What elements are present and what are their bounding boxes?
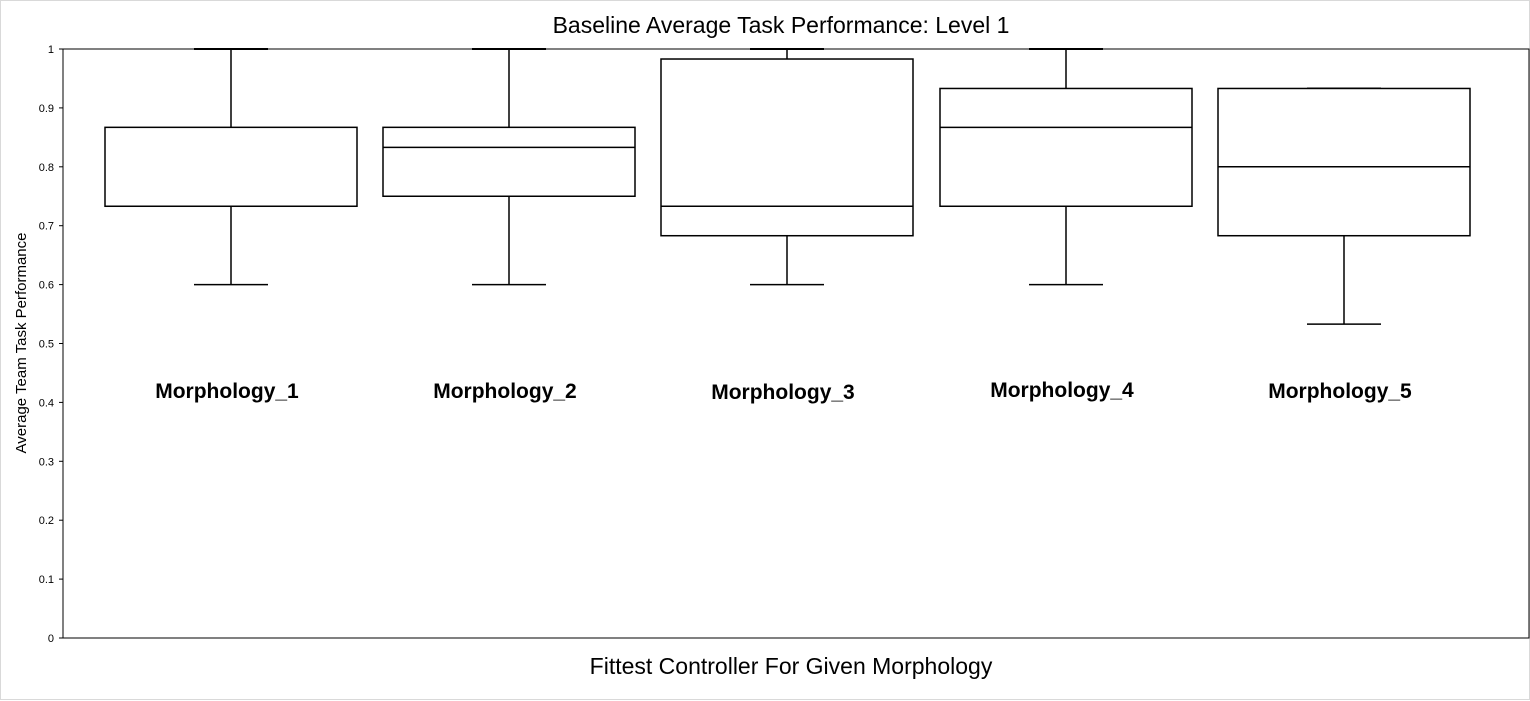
chart-title: Baseline Average Task Performance: Level… [553, 12, 1010, 38]
box-iqr [1217, 87, 1471, 237]
box-series [104, 48, 1471, 325]
y-tick-label: 0.7 [39, 221, 54, 233]
box-2 [382, 48, 636, 286]
y-tick-label: 0.4 [39, 397, 54, 409]
y-tick-label: 0.5 [39, 339, 54, 351]
y-tick-label: 0 [48, 633, 54, 645]
category-label: Morphology_1 [155, 380, 299, 403]
x-axis-label: Fittest Controller For Given Morphology [590, 653, 993, 679]
y-tick-label: 0.6 [39, 280, 54, 292]
y-tick-label: 0.8 [39, 162, 54, 174]
y-axis-ticks: 0 0.1 0.2 0.3 0.4 0.5 0.6 0.7 0.8 0.9 1 [39, 44, 63, 645]
box-iqr [104, 126, 358, 208]
category-label: Morphology_4 [990, 379, 1134, 402]
category-label: Morphology_5 [1268, 380, 1412, 403]
category-labels: Morphology_1 Morphology_2 Morphology_3 Morp… [155, 379, 1412, 404]
box-iqr [382, 126, 636, 197]
box-3 [660, 48, 914, 286]
y-tick-label: 0.9 [39, 103, 54, 115]
box-5 [1217, 87, 1471, 325]
category-label: Morphology_2 [433, 380, 577, 403]
category-label: Morphology_3 [711, 381, 855, 404]
y-axis-label: Average Team Task Performance [13, 233, 30, 454]
box-iqr [660, 58, 914, 237]
box-4 [939, 48, 1193, 286]
box-iqr [939, 87, 1193, 208]
box-1 [104, 48, 358, 286]
y-tick-label: 0.2 [39, 515, 54, 527]
y-tick-label: 0.3 [39, 456, 54, 468]
y-tick-label: 1 [48, 44, 54, 56]
y-tick-label: 0.1 [39, 574, 54, 586]
